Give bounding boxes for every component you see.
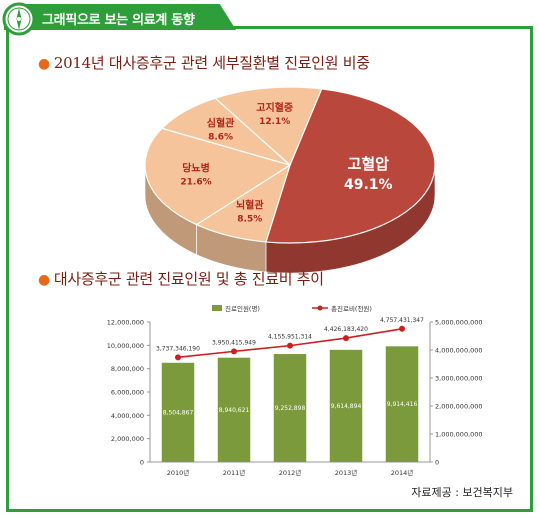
bar-section-title: ● 대사증후군 관련 진료인원 및 총 진료비 추이 [38, 268, 324, 289]
pie-section-title: ● 2014년 대사증후군 관련 세부질환별 진료인원 비중 [38, 52, 370, 73]
bar-title-text: 대사증후군 관련 진료인원 및 총 진료비 추이 [53, 270, 324, 288]
bullet-icon: ● [38, 272, 50, 288]
compass-icon [2, 2, 36, 36]
bullet-icon: ● [38, 56, 50, 72]
pie-title-text: 2014년 대사증후군 관련 세부질환별 진료인원 비중 [53, 54, 370, 72]
header-banner [4, 4, 236, 30]
source-note: 자료제공 : 보건복지부 [411, 486, 513, 499]
page-title: 그래픽으로 보는 의료계 동향 [42, 13, 195, 28]
